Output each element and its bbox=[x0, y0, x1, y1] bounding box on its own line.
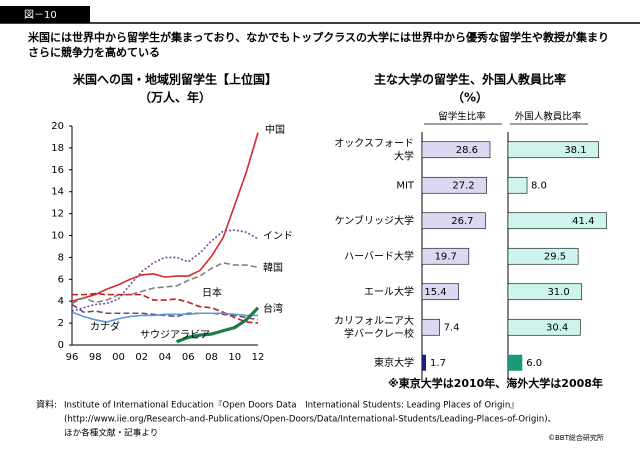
bar bbox=[508, 354, 523, 371]
value-label: 26.7 bbox=[451, 216, 473, 227]
category-label: MIT bbox=[396, 180, 415, 191]
panel-header: 留学生比率 bbox=[438, 111, 486, 123]
series-label: カナダ bbox=[90, 320, 120, 333]
series-line bbox=[72, 292, 259, 324]
category-label: エール大学 bbox=[364, 285, 414, 298]
bar bbox=[507, 141, 599, 159]
chart-title: 主な大学の留学生、外国人教員比率 bbox=[374, 72, 566, 87]
chart-subtitle: （%） bbox=[452, 90, 488, 105]
value-label: 29.5 bbox=[544, 251, 566, 262]
series-label: インド bbox=[263, 231, 293, 242]
bar bbox=[421, 247, 470, 265]
x-tick-label: 02 bbox=[135, 352, 148, 363]
footnote: ※東京大学は2010年、海外大学は2008年 bbox=[388, 376, 603, 390]
y-tick-label: 12 bbox=[51, 209, 64, 220]
bar bbox=[421, 212, 486, 230]
source-line: Institute of International Education『Ope… bbox=[64, 400, 519, 411]
source-label: 資料: bbox=[36, 399, 57, 411]
bar bbox=[422, 354, 427, 371]
series-line bbox=[71, 229, 259, 312]
series-line bbox=[71, 262, 259, 305]
y-tick-label: 2 bbox=[58, 318, 64, 329]
value-label: 8.0 bbox=[531, 180, 547, 191]
bar bbox=[421, 283, 459, 301]
category-label: ハーバード大学 bbox=[344, 249, 414, 262]
bar bbox=[507, 318, 581, 336]
chart-subtitle: （万人、年） bbox=[139, 90, 211, 105]
series-line bbox=[71, 132, 259, 302]
value-label: 38.1 bbox=[564, 145, 586, 156]
y-tick-label: 8 bbox=[58, 252, 64, 263]
value-label: 28.6 bbox=[456, 145, 478, 156]
x-tick-label: 00 bbox=[112, 352, 125, 363]
bar bbox=[421, 141, 491, 159]
source-line: ほか各種文献・記事より bbox=[64, 427, 158, 439]
value-label: 19.7 bbox=[435, 251, 457, 262]
value-label: 6.0 bbox=[526, 358, 542, 369]
category-label: カリフォルニア大学バークレー校 bbox=[334, 314, 414, 340]
value-label: 31.0 bbox=[547, 287, 569, 298]
value-label: 30.4 bbox=[546, 322, 568, 333]
description: 米国には世界中から留学生が集まっており、なかでもトップクラスの大学には世界中から… bbox=[28, 31, 610, 59]
series-label: サウジアラビア bbox=[140, 329, 210, 341]
value-label: 41.4 bbox=[572, 216, 594, 227]
category-label: ケンブリッジ大学 bbox=[335, 214, 414, 227]
description-box: 米国には世界中から留学生が集まっており、なかでもトップクラスの大学には世界中から… bbox=[28, 31, 610, 59]
y-tick-label: 4 bbox=[58, 296, 64, 307]
series-label: 中国 bbox=[265, 123, 285, 136]
series-label: 台湾 bbox=[263, 302, 283, 315]
bar bbox=[507, 212, 607, 230]
series-line bbox=[71, 303, 259, 321]
bar bbox=[507, 247, 579, 265]
category-label: 東京大学 bbox=[374, 356, 414, 369]
x-tick-label: 04 bbox=[159, 352, 172, 363]
copyright: ©BBT総合研究所 bbox=[548, 433, 604, 442]
bar bbox=[421, 318, 440, 336]
value-label: 27.2 bbox=[452, 180, 474, 191]
y-tick-label: 14 bbox=[51, 187, 64, 198]
x-tick-label: 08 bbox=[205, 352, 218, 363]
source-line: (http://www.iie.org/Research-and-Publica… bbox=[64, 415, 556, 425]
series-label: 日本 bbox=[202, 286, 222, 299]
bar bbox=[507, 176, 528, 194]
figure-label: 図－10 bbox=[24, 9, 57, 21]
value-label: 7.4 bbox=[444, 322, 460, 333]
y-tick-label: 0 bbox=[58, 340, 64, 351]
bar bbox=[421, 176, 487, 194]
x-tick-label: 06 bbox=[182, 352, 195, 363]
figure-label-bar bbox=[0, 6, 90, 23]
series-line bbox=[176, 306, 260, 344]
x-tick-label: 96 bbox=[66, 352, 79, 363]
category-label: オックスフォード大学 bbox=[334, 137, 414, 162]
y-tick-label: 20 bbox=[51, 121, 64, 132]
y-tick-label: 10 bbox=[51, 231, 64, 242]
x-tick-label: 10 bbox=[228, 352, 241, 363]
y-tick-label: 16 bbox=[51, 165, 64, 176]
value-label: 1.7 bbox=[430, 358, 446, 369]
x-tick-label: 98 bbox=[89, 352, 102, 363]
y-tick-label: 6 bbox=[58, 274, 64, 285]
chart-title: 米国への国・地域別留学生【上位国】 bbox=[73, 72, 277, 87]
y-tick-label: 18 bbox=[51, 143, 64, 154]
series-line bbox=[71, 311, 258, 323]
panel-header: 外国人教員比率 bbox=[515, 111, 582, 123]
series-label: 韓国 bbox=[263, 262, 283, 274]
value-label: 15.4 bbox=[424, 287, 446, 298]
bar bbox=[507, 283, 583, 301]
x-tick-label: 12 bbox=[252, 352, 265, 363]
